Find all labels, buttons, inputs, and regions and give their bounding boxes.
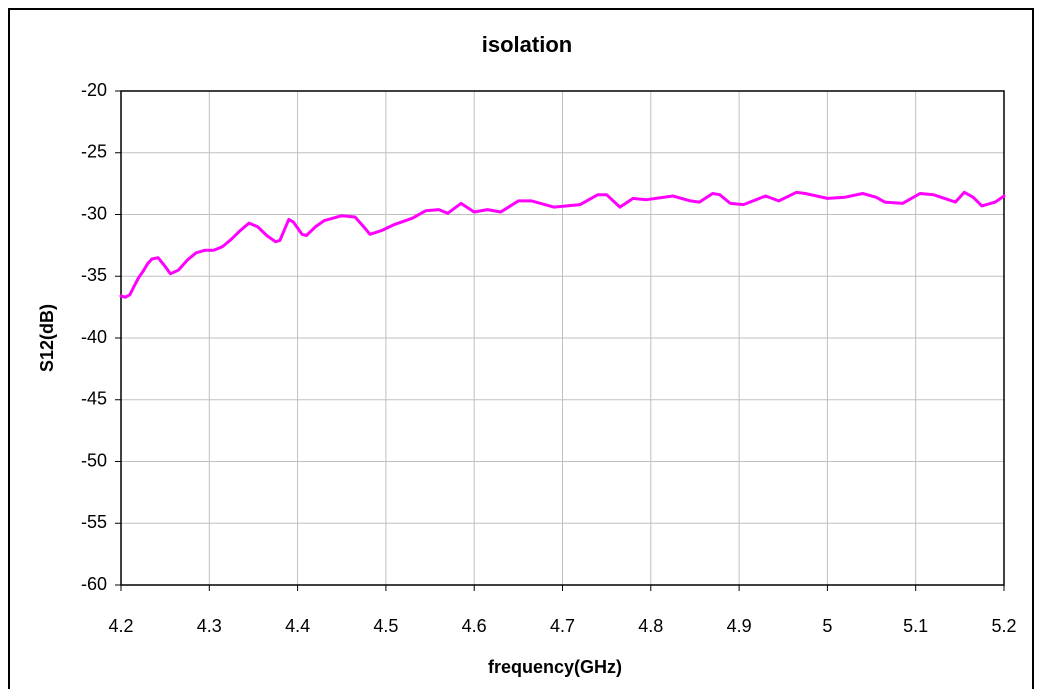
data-line <box>119 190 1006 299</box>
x-tick-label: 4.9 <box>727 616 752 636</box>
chart-title: isolation <box>482 32 572 57</box>
x-tick-label: 4.4 <box>285 616 310 636</box>
x-axis-label: frequency(GHz) <box>488 657 622 677</box>
y-tick-label: -45 <box>81 389 107 409</box>
x-tick-label: 5.1 <box>903 616 928 636</box>
x-tick-label: 5 <box>822 616 832 636</box>
y-tick-label: -40 <box>81 327 107 347</box>
y-tick-label: -25 <box>81 142 107 162</box>
y-tick-label: -50 <box>81 450 107 470</box>
y-tick-label: -20 <box>81 80 107 100</box>
y-axis-label: S12(dB) <box>37 304 57 372</box>
plot-border <box>120 90 1005 586</box>
x-tick-label: 4.6 <box>462 616 487 636</box>
x-tick-label: 4.8 <box>638 616 663 636</box>
x-tick-label: 4.7 <box>550 616 575 636</box>
y-tick-label: -30 <box>81 203 107 223</box>
x-tick-label: 4.2 <box>108 616 133 636</box>
y-tick-label: -35 <box>81 265 107 285</box>
chart-frame <box>8 8 1034 689</box>
plot-area <box>119 190 1006 299</box>
x-tick-label: 5.2 <box>991 616 1016 636</box>
y-tick-label: -55 <box>81 512 107 532</box>
grid <box>115 90 1005 591</box>
x-tick-label: 4.5 <box>373 616 398 636</box>
y-tick-label: -60 <box>81 574 107 594</box>
x-tick-label: 4.3 <box>197 616 222 636</box>
